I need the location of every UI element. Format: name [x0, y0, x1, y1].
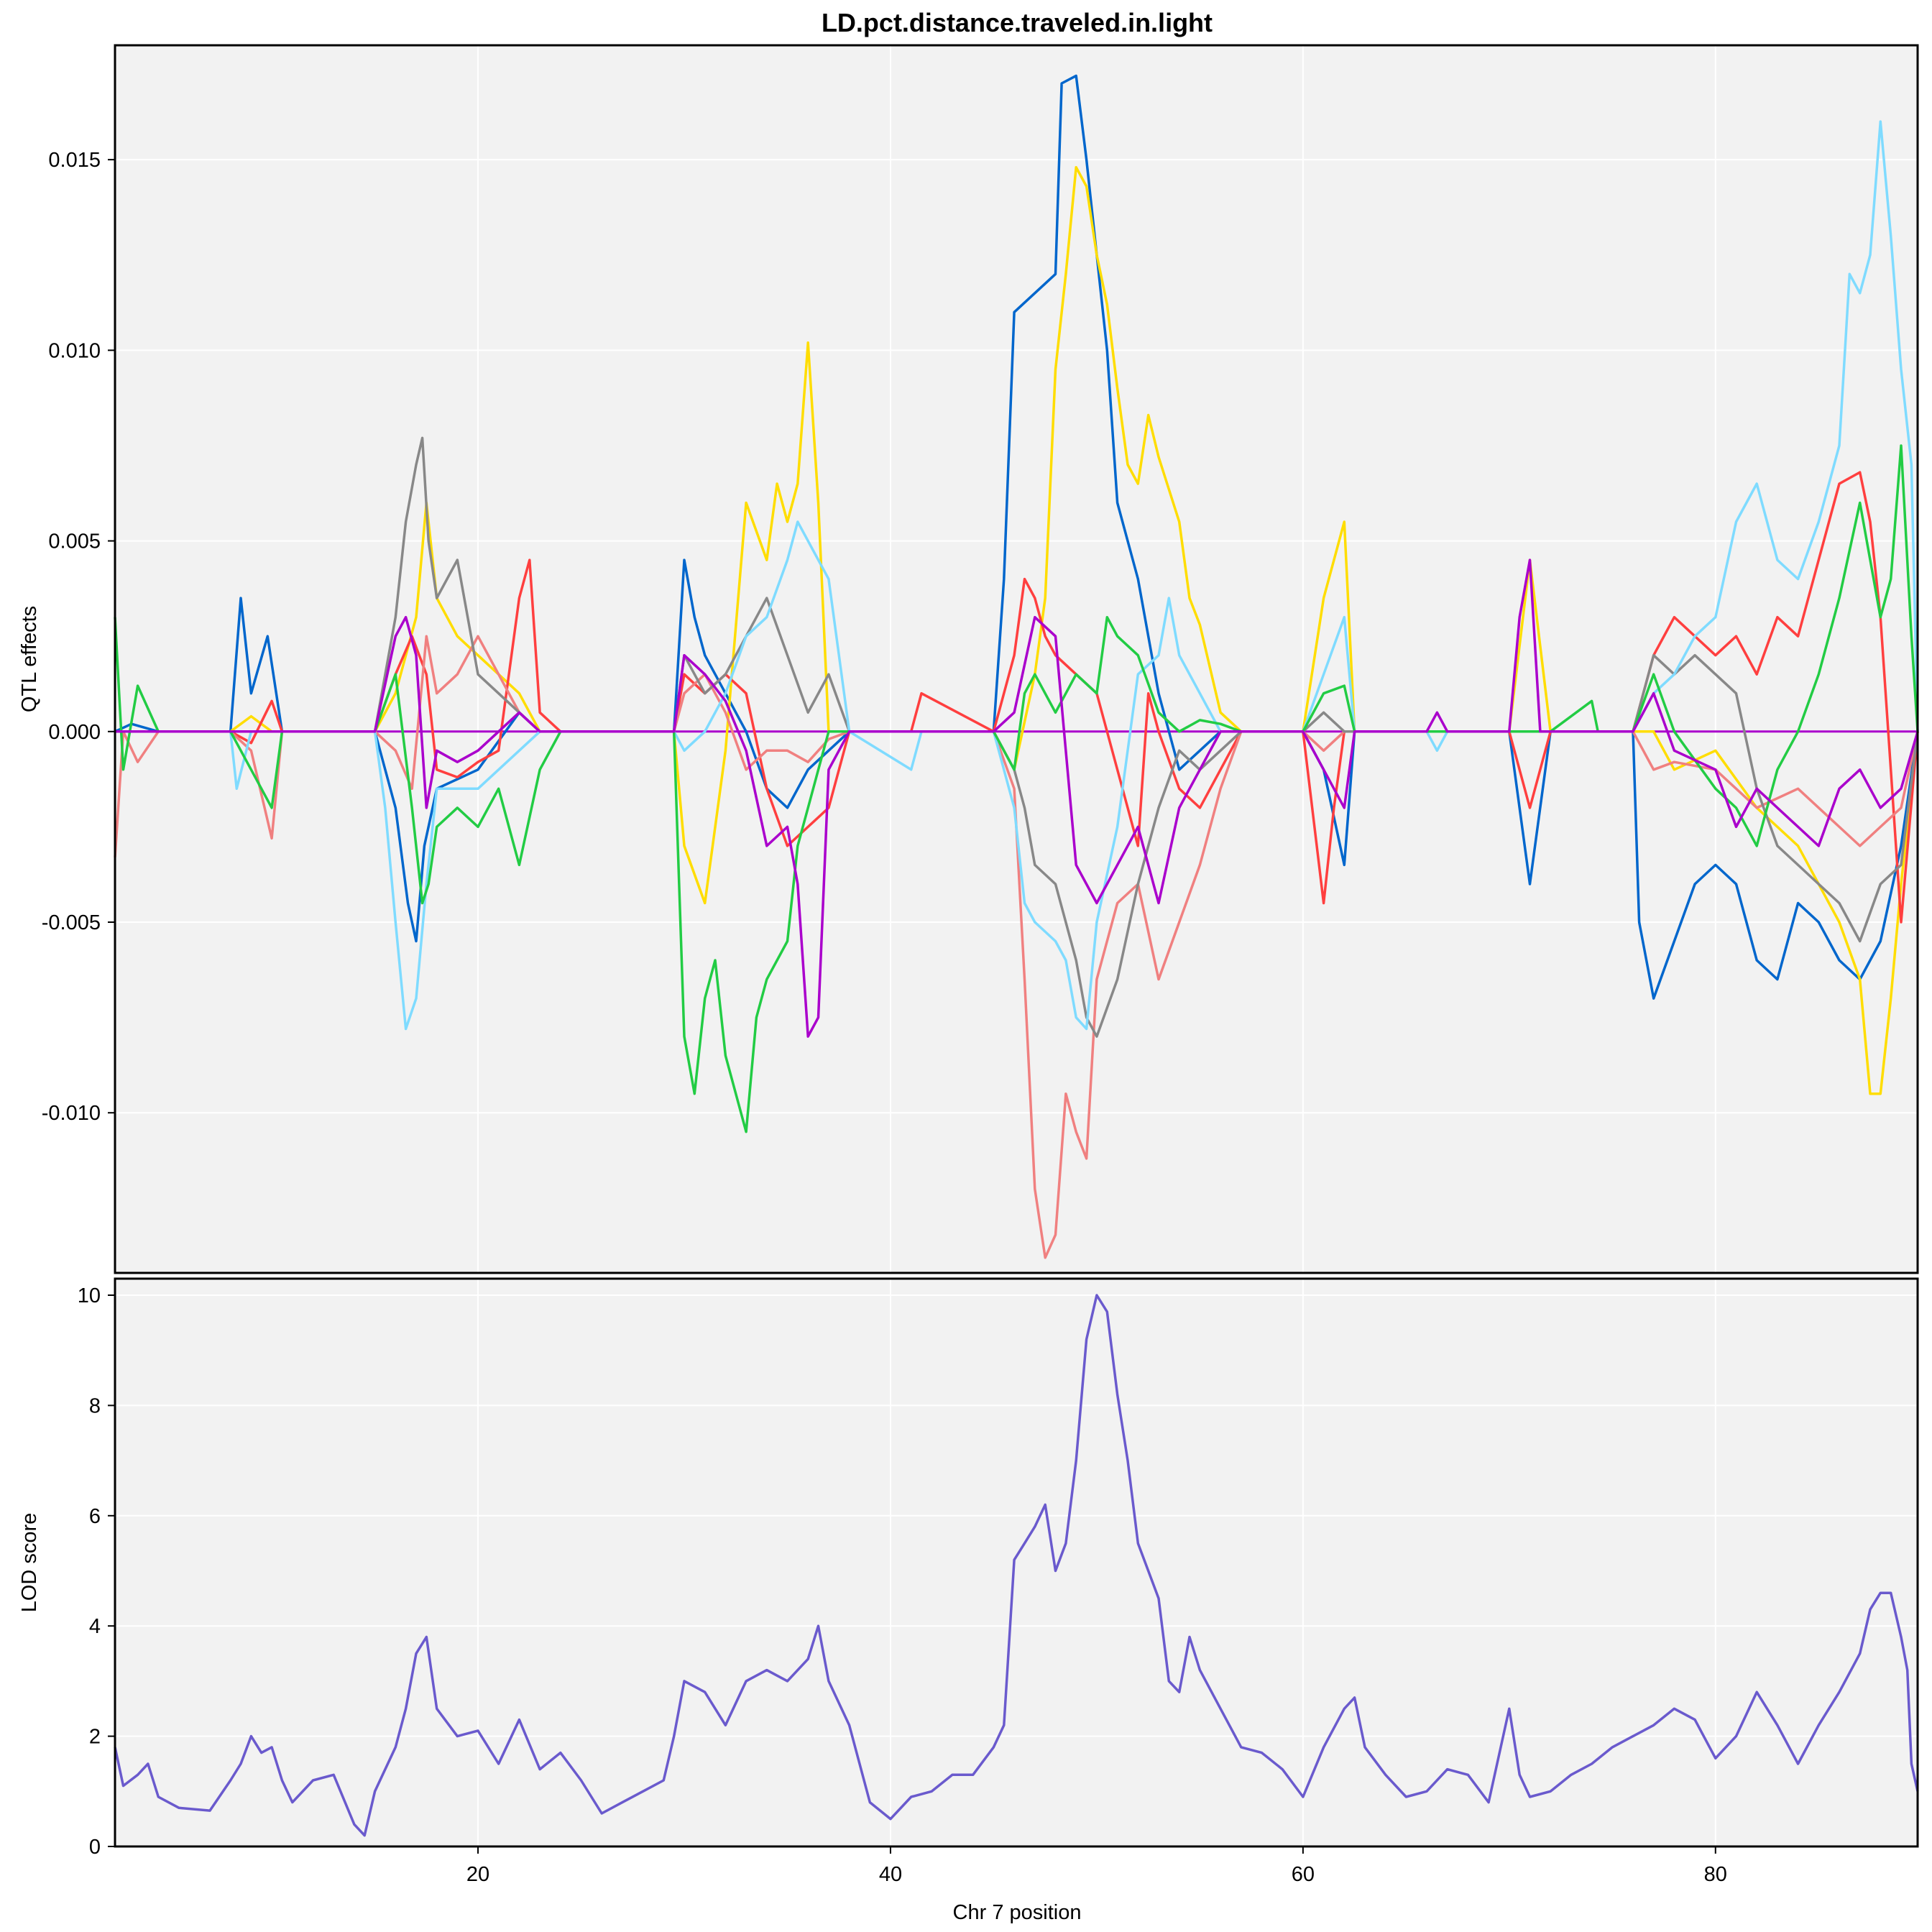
lod-y-tick-label-3: 6: [89, 1505, 101, 1528]
effects-plot-background: [115, 45, 1918, 1273]
effects-series-line-4: [115, 436, 1919, 1038]
effects-series-line-6: [114, 444, 1919, 1133]
x-tick-label-0: 20: [466, 1863, 489, 1886]
lod-plot-background: [115, 1279, 1918, 1846]
effects-y-tick-label-1: -0.005: [42, 911, 101, 934]
effects-series-line-1: [115, 165, 1919, 1095]
effects-series-group: [114, 74, 1919, 1259]
x-axis-label: Chr 7 position: [953, 1901, 1082, 1924]
lod-plot-frame: [114, 1277, 1919, 1848]
lod-y-tick-label-0: 0: [89, 1836, 101, 1859]
lod-y-tick-label-4: 8: [89, 1394, 101, 1417]
lod-panel: 0 2 4 6 8 10 20 40 60 80 LOD score Chr 7 positio…: [18, 1277, 1919, 1924]
effects-series-line-5: [115, 120, 1919, 1031]
x-tick-label-3: 80: [1704, 1863, 1727, 1886]
x-ticks: 20 40 60 80: [466, 1846, 1727, 1886]
lod-y-tick-label-1: 2: [89, 1726, 101, 1749]
effects-series-line-7: [115, 558, 1919, 1038]
effects-y-tick-label-3: 0.005: [48, 530, 101, 553]
lod-series-group: [114, 1294, 1919, 1837]
effects-plot-frame: [114, 44, 1919, 1274]
lod-y-ticks: 0 2 4 6 8 10: [78, 1284, 115, 1859]
chart-title: LD.pct.distance.traveled.in.light: [822, 8, 1213, 37]
x-tick-label-2: 60: [1292, 1863, 1315, 1886]
effects-y-tick-label-5: 0.015: [48, 149, 101, 172]
effects-y-tick-label-4: 0.010: [48, 339, 101, 362]
lod-y-tick-label-2: 4: [89, 1615, 101, 1638]
effects-panel: -0.010 -0.005 0.000 0.005 0.010 0.015 QTL eff…: [18, 44, 1919, 1274]
lod-series-line-0: [114, 1294, 1919, 1837]
effects-y-tick-label-2: 0.000: [48, 721, 101, 744]
effects-series-line-2: [115, 471, 1919, 924]
x-tick-label-1: 40: [879, 1863, 902, 1886]
lod-y-tick-label-5: 10: [78, 1284, 101, 1307]
effects-series-line-0: [114, 74, 1919, 1000]
lod-y-axis-label: LOD score: [18, 1513, 41, 1613]
effects-y-axis-label: QTL effects: [18, 606, 41, 712]
effects-y-ticks: -0.010 -0.005 0.000 0.005 0.010 0.015: [42, 149, 115, 1125]
effects-y-tick-label-0: -0.010: [42, 1102, 101, 1125]
